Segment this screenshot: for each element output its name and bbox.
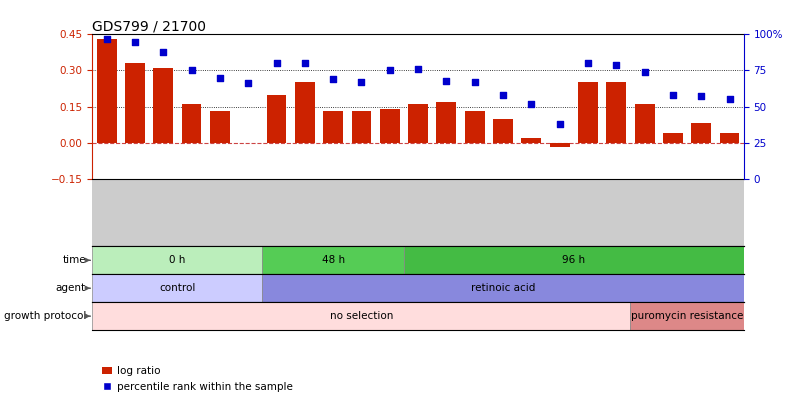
Bar: [577, 83, 597, 143]
Point: [496, 92, 509, 98]
Bar: [125, 63, 145, 143]
Point: [298, 60, 311, 66]
Text: no selection: no selection: [329, 311, 393, 321]
Point: [242, 80, 255, 87]
Text: control: control: [159, 283, 195, 293]
Bar: [605, 83, 626, 143]
Point: [157, 49, 169, 55]
Bar: [96, 39, 116, 143]
Point: [722, 96, 735, 102]
Bar: [408, 104, 427, 143]
Bar: [351, 111, 371, 143]
Point: [581, 60, 593, 66]
Bar: [92, 246, 262, 274]
Bar: [549, 143, 569, 147]
Bar: [630, 302, 743, 330]
Point: [128, 38, 141, 45]
Text: 96 h: 96 h: [561, 255, 585, 265]
Point: [439, 77, 452, 84]
Text: GDS799 / 21700: GDS799 / 21700: [92, 19, 206, 33]
Bar: [464, 111, 484, 143]
Bar: [436, 102, 456, 143]
Legend: log ratio, percentile rank within the sample: log ratio, percentile rank within the sa…: [97, 362, 297, 396]
Text: puromycin resistance: puromycin resistance: [630, 311, 742, 321]
Bar: [295, 83, 314, 143]
Bar: [92, 274, 262, 302]
Bar: [210, 111, 230, 143]
Text: agent: agent: [55, 283, 86, 293]
Text: time: time: [63, 255, 86, 265]
Text: retinoic acid: retinoic acid: [471, 283, 535, 293]
Bar: [267, 94, 286, 143]
Bar: [323, 111, 343, 143]
Bar: [719, 133, 739, 143]
Point: [524, 100, 537, 107]
Point: [609, 62, 622, 68]
Bar: [521, 138, 540, 143]
Point: [100, 36, 113, 42]
Bar: [262, 274, 743, 302]
Point: [467, 79, 480, 85]
Bar: [92, 302, 630, 330]
Bar: [662, 133, 682, 143]
Bar: [403, 246, 743, 274]
Point: [326, 76, 339, 82]
Point: [666, 92, 679, 98]
Text: 0 h: 0 h: [169, 255, 185, 265]
Point: [552, 121, 565, 127]
Point: [383, 67, 396, 74]
Text: 48 h: 48 h: [321, 255, 344, 265]
Point: [213, 75, 226, 81]
Bar: [153, 68, 173, 143]
Point: [638, 69, 650, 75]
Point: [355, 79, 368, 85]
Bar: [691, 124, 711, 143]
Point: [694, 93, 707, 100]
Point: [411, 66, 424, 72]
Point: [185, 67, 198, 74]
Bar: [262, 246, 403, 274]
Bar: [181, 104, 202, 143]
Bar: [492, 119, 512, 143]
Bar: [634, 104, 654, 143]
Text: growth protocol: growth protocol: [3, 311, 86, 321]
Bar: [379, 109, 399, 143]
Point: [270, 60, 283, 66]
